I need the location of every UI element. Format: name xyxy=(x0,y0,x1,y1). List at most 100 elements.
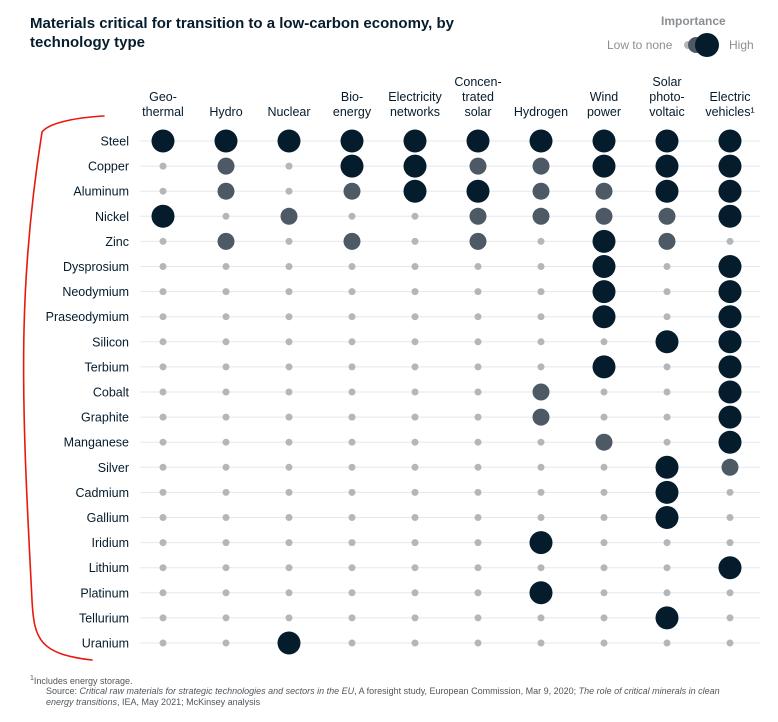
legend-dot-high xyxy=(695,33,719,57)
importance-dot xyxy=(280,207,298,225)
importance-dot xyxy=(222,413,230,421)
row-label: Steel xyxy=(101,135,130,149)
importance-dot xyxy=(474,288,482,296)
importance-dot xyxy=(718,154,742,178)
importance-dot xyxy=(159,263,167,270)
importance-dot xyxy=(474,338,482,346)
importance-dot xyxy=(592,129,616,153)
importance-dot xyxy=(532,383,550,401)
importance-dot xyxy=(726,488,734,496)
column-header: Geo- xyxy=(149,90,177,104)
importance-dot xyxy=(529,129,553,153)
importance-dot xyxy=(663,288,671,296)
importance-dot xyxy=(537,313,545,321)
importance-dot xyxy=(474,488,482,496)
row-label: Tellurium xyxy=(79,611,129,625)
column-header: voltaic xyxy=(649,105,684,119)
importance-dot xyxy=(348,564,356,572)
importance-dot xyxy=(159,614,167,622)
importance-dot xyxy=(474,438,482,446)
importance-dot xyxy=(348,639,356,647)
importance-dot xyxy=(600,564,608,572)
importance-dot xyxy=(595,207,613,225)
importance-dot xyxy=(718,179,742,203)
importance-dot xyxy=(411,313,419,321)
importance-dot xyxy=(718,330,742,354)
importance-dot xyxy=(718,129,742,153)
importance-dot xyxy=(537,288,545,296)
column-header: solar xyxy=(464,105,491,119)
source-ref-2: The role of critical minerals in clean e… xyxy=(46,686,720,707)
importance-dot xyxy=(411,589,419,597)
importance-dot xyxy=(474,313,482,321)
importance-dot xyxy=(222,463,230,471)
importance-dot xyxy=(474,589,482,597)
importance-dot xyxy=(718,556,742,580)
importance-dot xyxy=(159,463,167,471)
importance-dot xyxy=(663,388,671,396)
footnote-text: Includes energy storage. xyxy=(33,676,133,686)
importance-dot xyxy=(718,355,742,379)
importance-dot xyxy=(663,589,671,597)
row-label: Silver xyxy=(98,461,129,475)
row-label: Neodymium xyxy=(62,285,129,299)
importance-dot xyxy=(159,589,167,597)
importance-dot xyxy=(411,413,419,421)
importance-dot xyxy=(159,539,167,547)
importance-dot xyxy=(537,338,545,346)
importance-dot xyxy=(285,488,293,496)
importance-dot xyxy=(277,129,301,153)
importance-dot xyxy=(222,639,230,647)
row-label: Platinum xyxy=(80,586,129,600)
importance-dot xyxy=(348,313,356,321)
importance-dot xyxy=(222,388,230,396)
legend-high-label: High xyxy=(729,38,754,52)
row-label: Aluminum xyxy=(73,185,129,199)
importance-dot xyxy=(663,413,671,421)
row-label: Manganese xyxy=(64,436,129,450)
importance-dot xyxy=(285,338,293,346)
importance-dot xyxy=(222,263,230,270)
importance-dot xyxy=(411,263,419,270)
importance-dot xyxy=(411,288,419,296)
importance-dot xyxy=(159,288,167,296)
importance-dot xyxy=(532,182,550,200)
importance-dot xyxy=(285,288,293,296)
importance-dot xyxy=(592,255,616,278)
importance-dot xyxy=(159,564,167,572)
importance-dot xyxy=(411,488,419,496)
importance-dot xyxy=(600,539,608,547)
importance-dot xyxy=(222,288,230,296)
importance-dot xyxy=(529,531,553,555)
importance-dot xyxy=(222,438,230,446)
row-label: Cobalt xyxy=(93,386,130,400)
row-label: Iridium xyxy=(91,536,129,550)
importance-dot xyxy=(726,639,734,647)
importance-dot xyxy=(655,480,679,504)
importance-dot xyxy=(159,514,167,521)
importance-dot xyxy=(726,514,734,521)
importance-dot xyxy=(537,564,545,572)
importance-dot xyxy=(411,438,419,446)
importance-dot xyxy=(655,455,679,479)
importance-dot xyxy=(600,614,608,622)
legend-title: Importance xyxy=(661,14,726,28)
importance-dot xyxy=(663,263,671,270)
importance-dot xyxy=(592,305,616,329)
column-header: Concen- xyxy=(454,75,501,89)
importance-dot xyxy=(411,614,419,622)
column-header: Bio- xyxy=(341,90,363,104)
source-ref-1: Critical raw materials for strategic tec… xyxy=(79,686,355,696)
row-label: Zinc xyxy=(105,235,129,249)
importance-dot xyxy=(151,204,175,228)
importance-dot xyxy=(663,438,671,446)
importance-dot xyxy=(285,237,293,245)
importance-dot xyxy=(600,488,608,496)
importance-dot xyxy=(726,237,734,245)
importance-dot xyxy=(537,363,545,371)
row-label: Praseodymium xyxy=(46,310,129,324)
importance-dot xyxy=(222,488,230,496)
importance-dot xyxy=(466,179,490,203)
importance-dot xyxy=(537,488,545,496)
importance-dot xyxy=(655,330,679,354)
